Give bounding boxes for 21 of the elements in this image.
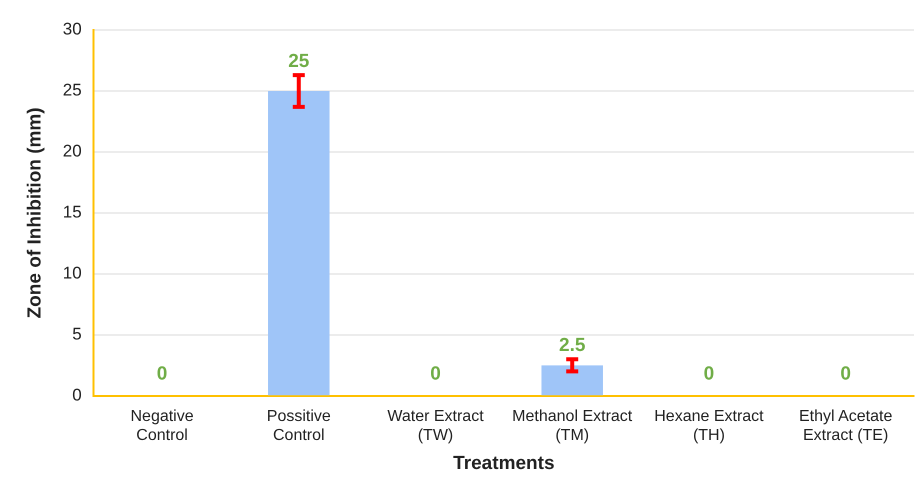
data-label: 0 (156, 364, 168, 385)
y-tick-label: 20 (62, 142, 82, 161)
data-label: 25 (288, 50, 310, 72)
data-label: 0 (704, 364, 714, 385)
x-tick-label: Methanol Extract (TM) (512, 408, 633, 444)
y-tick-label: 30 (62, 20, 82, 39)
data-label: 0 (430, 364, 441, 385)
data-label: 2.5 (559, 334, 586, 356)
y-axis-title: Zone of Inhibition (mm) (24, 107, 46, 318)
y-tick-label: 10 (62, 264, 82, 283)
y-tick-label: 25 (62, 80, 82, 100)
y-tick-label: 0 (72, 385, 82, 404)
x-tick-label: Negative Control (130, 408, 194, 444)
y-tick-label: 5 (72, 324, 82, 344)
data-label: 0 (840, 364, 851, 385)
x-tick-label: Hexane Extract (TH) (654, 408, 764, 444)
x-tick-label: Possitive Control (266, 408, 331, 444)
x-tick-label: Water Extract (TW) (387, 408, 484, 444)
y-tick-label: 15 (62, 202, 82, 222)
x-axis-title: Treatments (453, 452, 555, 474)
x-tick-label: Ethyl Acetate Extract (TE) (798, 408, 892, 444)
